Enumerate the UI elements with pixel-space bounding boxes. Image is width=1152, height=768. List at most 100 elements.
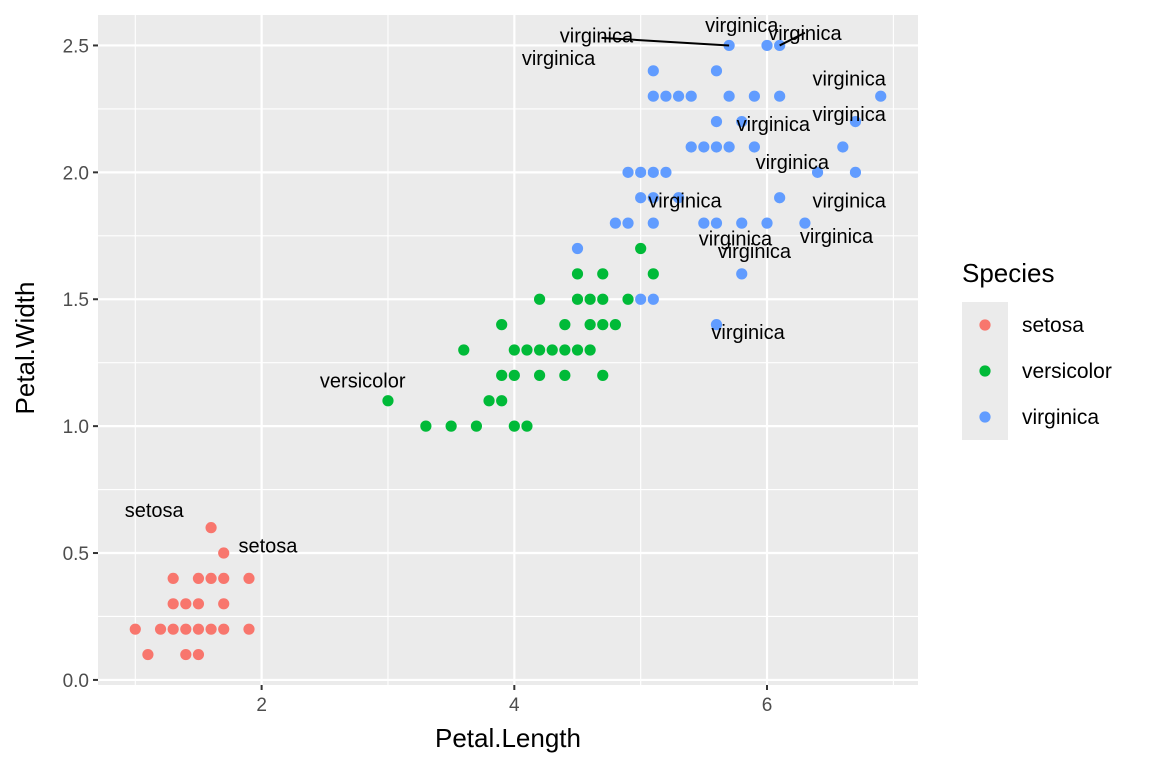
data-point-versicolor bbox=[609, 319, 621, 331]
y-tick-label: 1.0 bbox=[63, 417, 89, 438]
data-point-versicolor bbox=[597, 293, 609, 305]
data-point-versicolor bbox=[597, 268, 609, 280]
data-point-virginica bbox=[849, 166, 862, 178]
data-point-virginica bbox=[672, 90, 685, 102]
legend-title: Species bbox=[962, 258, 1055, 288]
point-label: virginica bbox=[800, 226, 874, 248]
data-point-virginica bbox=[710, 65, 723, 77]
data-point-setosa bbox=[218, 547, 230, 559]
data-point-virginica bbox=[571, 242, 584, 255]
legend-key-versicolor bbox=[979, 365, 991, 377]
data-point-virginica bbox=[635, 293, 647, 305]
data-point-versicolor bbox=[584, 319, 596, 331]
data-point-virginica bbox=[811, 166, 824, 178]
y-tick-label: 2.0 bbox=[63, 163, 89, 184]
data-point-versicolor bbox=[559, 344, 571, 356]
data-point-versicolor bbox=[647, 268, 659, 280]
data-point-virginica bbox=[622, 217, 634, 229]
data-point-virginica bbox=[710, 141, 723, 153]
data-point-versicolor bbox=[571, 344, 584, 356]
y-axis-title: Petal.Width bbox=[10, 282, 40, 415]
data-point-versicolor bbox=[521, 344, 533, 356]
data-point-virginica bbox=[685, 141, 697, 153]
data-point-versicolor bbox=[496, 395, 508, 407]
data-point-setosa bbox=[142, 648, 154, 661]
data-point-versicolor bbox=[597, 319, 609, 331]
point-label: virginica bbox=[768, 23, 842, 45]
data-point-versicolor bbox=[584, 344, 596, 356]
data-point-setosa bbox=[192, 598, 205, 610]
data-point-virginica bbox=[672, 192, 685, 204]
y-tick-label: 0.5 bbox=[63, 544, 89, 565]
data-point-setosa bbox=[218, 598, 230, 610]
x-axis-ticks: 2 4 6 bbox=[256, 685, 772, 716]
y-tick-label: 2.5 bbox=[63, 36, 89, 57]
data-point-virginica bbox=[647, 293, 659, 305]
data-point-versicolor bbox=[458, 344, 470, 356]
data-point-setosa bbox=[192, 572, 205, 585]
data-point-versicolor bbox=[559, 319, 571, 331]
data-point-virginica bbox=[837, 141, 849, 153]
data-point-virginica bbox=[698, 141, 710, 153]
legend-key-virginica bbox=[979, 411, 991, 423]
data-point-virginica bbox=[660, 166, 672, 178]
plot-panel bbox=[98, 15, 918, 685]
data-point-virginica bbox=[609, 217, 621, 229]
data-point-versicolor bbox=[597, 369, 609, 381]
label-connector bbox=[779, 31, 806, 47]
data-point-virginica bbox=[736, 268, 748, 280]
data-point-setosa bbox=[218, 572, 230, 585]
data-point-versicolor bbox=[420, 420, 432, 432]
data-point-setosa bbox=[205, 572, 217, 585]
data-point-virginica bbox=[761, 39, 773, 52]
point-label: setosa bbox=[238, 535, 298, 557]
legend-label-setosa: setosa bbox=[1022, 314, 1084, 337]
point-label: virginica bbox=[711, 322, 785, 344]
data-point-setosa bbox=[154, 623, 167, 635]
data-point-virginica bbox=[635, 192, 647, 204]
point-label: versicolor bbox=[320, 370, 406, 392]
point-label: virginica bbox=[812, 104, 886, 126]
data-point-setosa bbox=[243, 572, 255, 585]
x-tick-label: 4 bbox=[509, 695, 520, 716]
data-point-versicolor bbox=[508, 420, 520, 432]
point-label: virginica bbox=[756, 152, 830, 174]
x-tick-label: 6 bbox=[762, 695, 773, 716]
data-point-setosa bbox=[180, 598, 192, 610]
data-point-virginica bbox=[647, 90, 659, 102]
data-point-versicolor bbox=[470, 420, 483, 432]
data-point-virginica bbox=[635, 166, 647, 178]
point-label: virginica bbox=[812, 68, 886, 90]
data-point-virginica bbox=[748, 90, 760, 102]
data-point-setosa bbox=[192, 648, 205, 661]
data-point-versicolor bbox=[533, 344, 546, 356]
data-point-versicolor bbox=[508, 344, 520, 356]
data-point-virginica bbox=[723, 90, 735, 102]
legend-keys: setosa versicolor virginica bbox=[979, 314, 1112, 429]
data-point-virginica bbox=[710, 115, 723, 128]
legend-label-versicolor: versicolor bbox=[1022, 360, 1112, 383]
data-point-virginica bbox=[647, 166, 659, 178]
data-point-virginica bbox=[849, 115, 862, 128]
legend-key-setosa bbox=[979, 319, 991, 331]
data-point-versicolor bbox=[496, 319, 508, 331]
point-label: virginica bbox=[718, 241, 792, 263]
data-point-setosa bbox=[167, 598, 179, 610]
data-point-versicolor bbox=[571, 293, 584, 305]
data-point-versicolor bbox=[508, 369, 520, 381]
x-tick-label: 2 bbox=[256, 695, 267, 716]
data-point-virginica bbox=[761, 217, 773, 229]
data-point-virginica bbox=[660, 90, 672, 102]
data-point-setosa bbox=[218, 623, 230, 635]
data-point-virginica bbox=[622, 166, 634, 178]
point-label: virginica bbox=[560, 25, 634, 47]
y-axis-ticks: 0.0 0.5 1.0 1.5 2.0 2.5 bbox=[63, 36, 98, 692]
data-point-virginica bbox=[736, 115, 748, 128]
label-connector bbox=[601, 36, 730, 47]
data-point-virginica bbox=[736, 217, 748, 229]
data-point-virginica bbox=[698, 217, 710, 229]
data-point-setosa bbox=[180, 648, 192, 661]
data-point-versicolor bbox=[496, 369, 508, 381]
data-points bbox=[129, 39, 887, 661]
data-point-setosa bbox=[205, 522, 217, 534]
